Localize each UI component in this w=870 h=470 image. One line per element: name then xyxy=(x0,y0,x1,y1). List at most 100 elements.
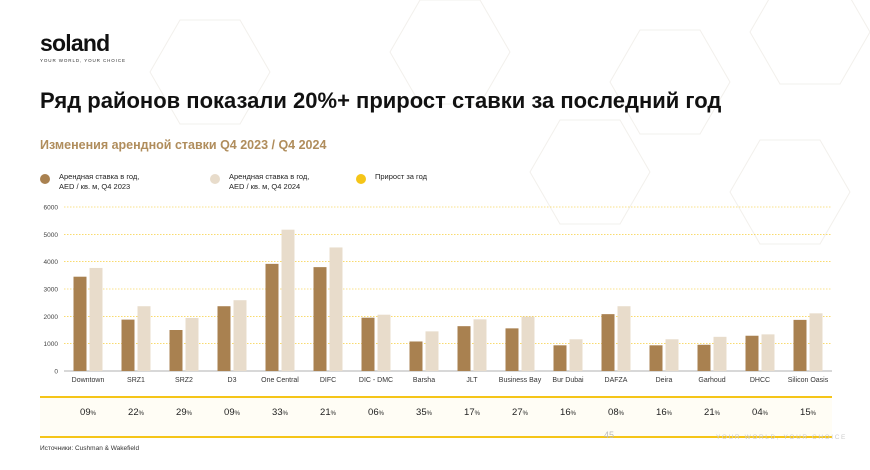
y-tick-label: 0 xyxy=(54,369,58,376)
brand-logo: soland YOUR WORLD, YOUR CHOICE xyxy=(40,30,126,64)
page-number: 45 xyxy=(604,430,615,440)
bar-2024 xyxy=(617,306,631,371)
legend-swatch xyxy=(40,174,50,184)
bar-2023 xyxy=(793,319,807,371)
growth-unit: % xyxy=(138,411,144,417)
growth-unit: % xyxy=(234,411,240,417)
legend-label-line: AED / кв. м, Q4 2023 xyxy=(59,182,131,191)
y-tick-label: 3000 xyxy=(44,287,59,294)
x-tick-label: SRZ2 xyxy=(175,377,193,384)
legend-swatch xyxy=(210,174,220,184)
bar-2023 xyxy=(649,345,663,371)
growth-band xyxy=(40,396,832,438)
growth-unit: % xyxy=(762,411,768,417)
growth-unit: % xyxy=(90,411,96,417)
x-tick-label: Deira xyxy=(656,377,673,384)
x-tick-label: Garhoud xyxy=(698,377,725,384)
bar-2023 xyxy=(457,326,471,371)
x-tick-label: Barsha xyxy=(413,377,435,384)
growth-value: 16% xyxy=(538,407,598,418)
x-tick-label: One Central xyxy=(261,377,299,384)
x-tick-label: SRZ1 xyxy=(127,377,145,384)
growth-value: 35% xyxy=(394,407,454,418)
x-tick-label: Silicon Oasis xyxy=(788,377,829,384)
bar-2024 xyxy=(809,313,823,371)
growth-unit: % xyxy=(282,411,288,417)
bar-2024 xyxy=(665,339,679,371)
growth-unit: % xyxy=(570,411,576,417)
growth-value: 15% xyxy=(778,407,838,418)
bar-2024 xyxy=(713,336,727,371)
legend-label-line: Арендная ставка в год, xyxy=(59,172,140,181)
bar-2024 xyxy=(185,317,199,371)
bar-2024 xyxy=(569,339,583,371)
bar-2023 xyxy=(601,314,615,371)
growth-unit: % xyxy=(474,411,480,417)
x-tick-label: DAFZA xyxy=(605,377,628,384)
growth-unit: % xyxy=(666,411,672,417)
bar-2024 xyxy=(521,316,535,371)
bar-2024 xyxy=(281,229,295,371)
footer-tagline: YOUR WORLD, YOUR CHOICE xyxy=(716,434,847,441)
bar-2023 xyxy=(505,328,519,371)
bar-2023 xyxy=(169,330,183,371)
growth-number: 08 xyxy=(608,407,619,418)
growth-number: 09 xyxy=(224,407,235,418)
growth-unit: % xyxy=(810,411,816,417)
x-tick-label: DHCC xyxy=(750,377,770,384)
growth-value: 27% xyxy=(490,407,550,418)
chart-subtitle: Изменения арендной ставки Q4 2023 / Q4 2… xyxy=(40,138,327,152)
growth-value: 17% xyxy=(442,407,502,418)
bar-2023 xyxy=(553,345,567,371)
bar-2024 xyxy=(89,267,103,371)
legend-label: Арендная ставка в год, AED / кв. м, Q4 20… xyxy=(59,172,139,192)
bar-2023 xyxy=(313,267,327,371)
growth-number: 15 xyxy=(800,407,811,418)
x-tick-label: Downtown xyxy=(72,377,105,384)
growth-number: 21 xyxy=(704,407,715,418)
legend-label: Прирост за год xyxy=(375,172,427,182)
x-tick-label: DIFC xyxy=(320,377,336,384)
growth-number: 33 xyxy=(272,407,283,418)
bar-2023 xyxy=(409,341,423,371)
growth-number: 22 xyxy=(128,407,139,418)
x-tick-label: Business Bay xyxy=(499,377,542,384)
legend-label: Арендная ставка в год, AED / кв. м, Q4 20… xyxy=(229,172,309,192)
x-tick-label: Bur Dubai xyxy=(552,377,584,384)
brand-tagline: YOUR WORLD, YOUR CHOICE xyxy=(40,58,126,63)
growth-unit: % xyxy=(378,411,384,417)
growth-value: 09% xyxy=(202,407,262,418)
bar-2024 xyxy=(137,306,151,371)
bar-2023 xyxy=(745,335,759,371)
x-tick-label: DIC - DMC xyxy=(359,377,393,384)
growth-number: 17 xyxy=(464,407,475,418)
bar-2023 xyxy=(361,317,375,371)
y-tick-label: 5000 xyxy=(44,232,59,239)
growth-number: 16 xyxy=(560,407,571,418)
growth-unit: % xyxy=(426,411,432,417)
legend-item: Арендная ставка в год, AED / кв. м, Q4 20… xyxy=(40,172,139,192)
growth-value: 09% xyxy=(58,407,118,418)
bar-2023 xyxy=(73,276,87,371)
y-tick-label: 1000 xyxy=(44,341,59,348)
brand-name: soland xyxy=(40,30,110,56)
growth-unit: % xyxy=(618,411,624,417)
growth-value: 08% xyxy=(586,407,646,418)
bar-2024 xyxy=(761,334,775,371)
growth-number: 04 xyxy=(752,407,763,418)
growth-unit: % xyxy=(186,411,192,417)
growth-value: 29% xyxy=(154,407,214,418)
legend-label-line: Арендная ставка в год, xyxy=(229,172,310,181)
growth-number: 29 xyxy=(176,407,187,418)
growth-value: 04% xyxy=(730,407,790,418)
y-tick-label: 6000 xyxy=(44,205,59,212)
bar-2024 xyxy=(425,331,439,371)
growth-value: 22% xyxy=(106,407,166,418)
y-tick-label: 4000 xyxy=(44,259,59,266)
x-tick-label: D3 xyxy=(228,377,237,384)
bar-2023 xyxy=(265,263,279,371)
bar-2023 xyxy=(217,306,231,371)
growth-unit: % xyxy=(330,411,336,417)
growth-value: 33% xyxy=(250,407,310,418)
